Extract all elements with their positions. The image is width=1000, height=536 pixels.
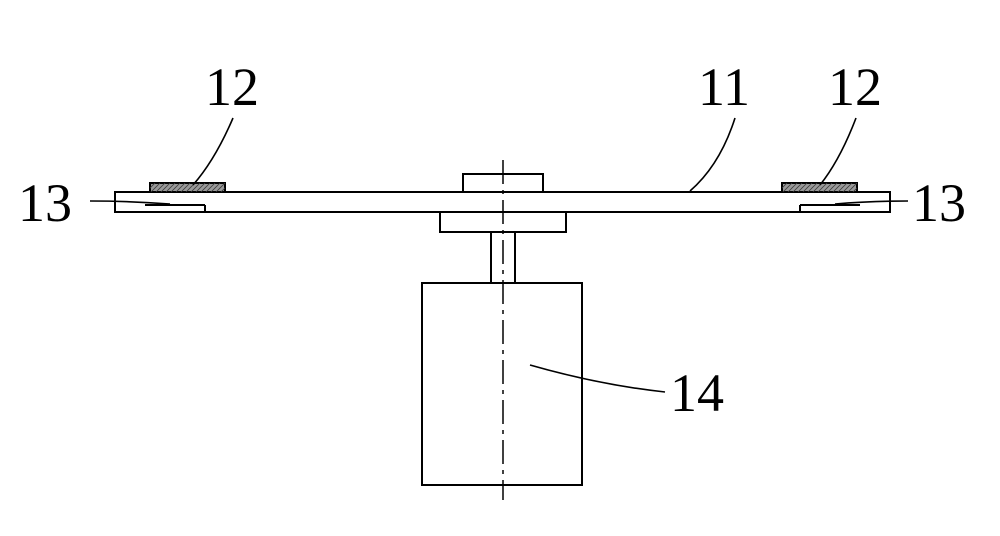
block-right <box>773 183 862 192</box>
label-11: 11 <box>698 56 750 118</box>
label-12-right: 12 <box>828 56 882 118</box>
slot-left <box>145 205 205 212</box>
slot-right <box>800 205 860 212</box>
label-12-left: 12 <box>205 56 259 118</box>
block-left <box>141 183 230 192</box>
label-14: 14 <box>670 362 724 424</box>
label-13-left: 13 <box>18 172 72 234</box>
label-13-right: 13 <box>912 172 966 234</box>
